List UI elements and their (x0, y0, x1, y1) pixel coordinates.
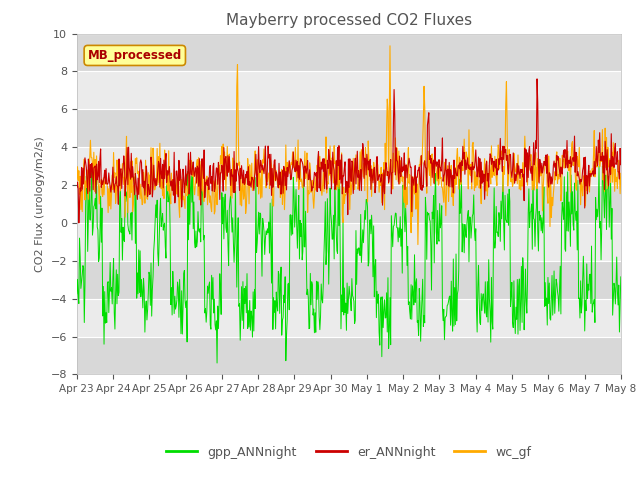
Text: MB_processed: MB_processed (88, 49, 182, 62)
Bar (77, 72, 621, 109)
Bar (77, 336, 621, 374)
Bar (77, 299, 621, 336)
Bar (77, 147, 621, 185)
Bar (77, 261, 621, 299)
Y-axis label: CO2 Flux (urology/m2/s): CO2 Flux (urology/m2/s) (35, 136, 45, 272)
Bar (77, 34, 621, 72)
Bar (77, 223, 621, 261)
Title: Mayberry processed CO2 Fluxes: Mayberry processed CO2 Fluxes (226, 13, 472, 28)
Bar (77, 185, 621, 223)
Bar (77, 109, 621, 147)
Legend: gpp_ANNnight, er_ANNnight, wc_gf: gpp_ANNnight, er_ANNnight, wc_gf (161, 441, 536, 464)
